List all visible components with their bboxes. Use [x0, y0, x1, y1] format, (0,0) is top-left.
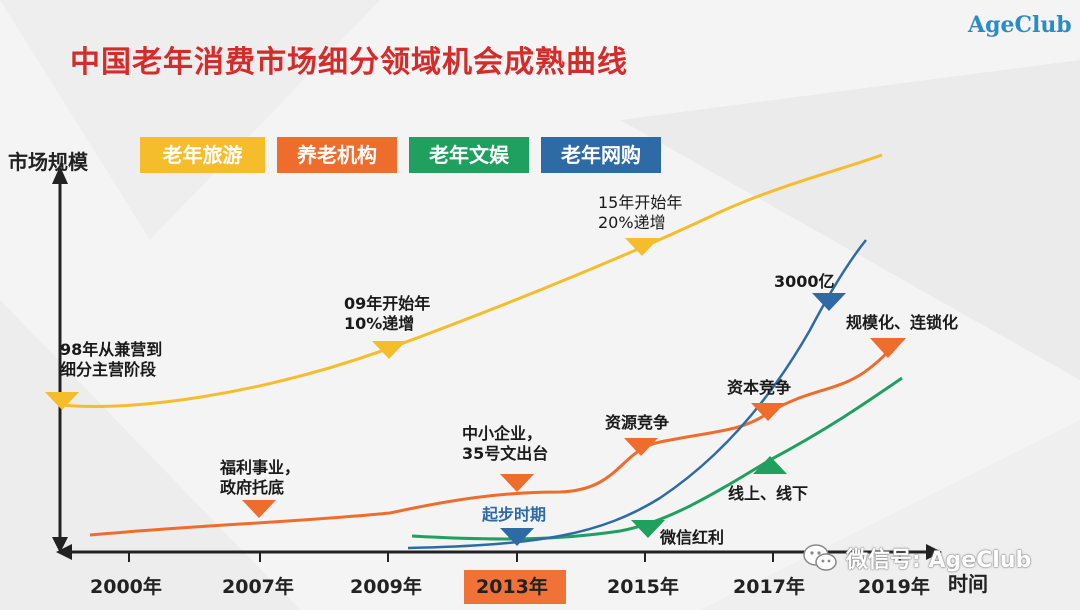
annotation-shopping-start: 起步时期 — [482, 505, 547, 524]
annotation-entertainment-wechat: 微信红利 — [660, 528, 725, 547]
x-axis-label: 时间 — [948, 572, 988, 596]
annotation-entertainment-online-offline: 线上、线下 — [728, 484, 809, 503]
wechat-watermark: 微信号: AgeClub — [802, 542, 1031, 574]
tourism-curve — [61, 153, 883, 408]
elder-care-curve — [89, 343, 895, 537]
elder-care-marker-2007 — [242, 500, 276, 518]
entertainment-marker-online-offline — [753, 456, 787, 474]
elder-care-marker-2013 — [500, 474, 534, 492]
wechat-icon — [803, 544, 837, 571]
annotation-elder-care-2015: 资源竞争 — [605, 413, 670, 432]
entertainment-marker-wechat — [631, 520, 665, 538]
legend-entertainment: 老年文娱 — [409, 137, 529, 173]
year-label: 2009年 — [350, 576, 422, 598]
shopping-marker-3000 — [812, 293, 846, 311]
year-label: 2000年 — [90, 576, 162, 598]
highlight-year-box — [464, 570, 566, 604]
tourism-marker-2015 — [625, 238, 659, 256]
year-label: 2015年 — [607, 576, 679, 598]
annotation-tourism-1998: 98年从兼营到 细分主营阶段 — [60, 340, 163, 379]
legend-elder-care: 养老机构 — [277, 137, 397, 173]
annotation-elder-care-2013: 中小企业， 35号文出台 — [462, 424, 549, 463]
tourism-marker-1998 — [45, 392, 79, 410]
elder-care-marker-2019 — [870, 338, 906, 358]
annotation-elder-care-2019: 规模化、连锁化 — [846, 313, 959, 332]
annotation-elder-care-2007: 福利事业， 政府托底 — [220, 458, 301, 497]
annotation-shopping-3000: 3000亿 — [774, 272, 835, 291]
legend-online-shopping: 老年网购 — [541, 137, 661, 173]
page-title: 中国老年消费市场细分领域机会成熟曲线 — [70, 45, 628, 80]
tourism-marker-2009 — [372, 341, 406, 359]
annotation-elder-care-2017: 资本竞争 — [727, 378, 792, 397]
shopping-marker-start — [500, 528, 534, 546]
year-label: 2017年 — [733, 576, 805, 598]
elder-care-marker-2017 — [751, 403, 785, 421]
elder-care-marker-2015 — [624, 438, 658, 456]
ageclub-logo: AgeClub — [968, 12, 1072, 38]
year-label: 2007年 — [222, 576, 294, 598]
annotation-tourism-2009: 09年开始年 10%递增 — [344, 294, 431, 333]
year-label: 2019年 — [858, 576, 930, 598]
year-label-highlight: 2013年 — [476, 576, 548, 598]
legend-tourism: 老年旅游 — [140, 137, 265, 173]
x-axis-ticks — [128, 552, 901, 562]
annotation-tourism-2015: 15年开始年 20%递增 — [598, 193, 683, 232]
y-axis-label: 市场规模 — [8, 150, 88, 174]
